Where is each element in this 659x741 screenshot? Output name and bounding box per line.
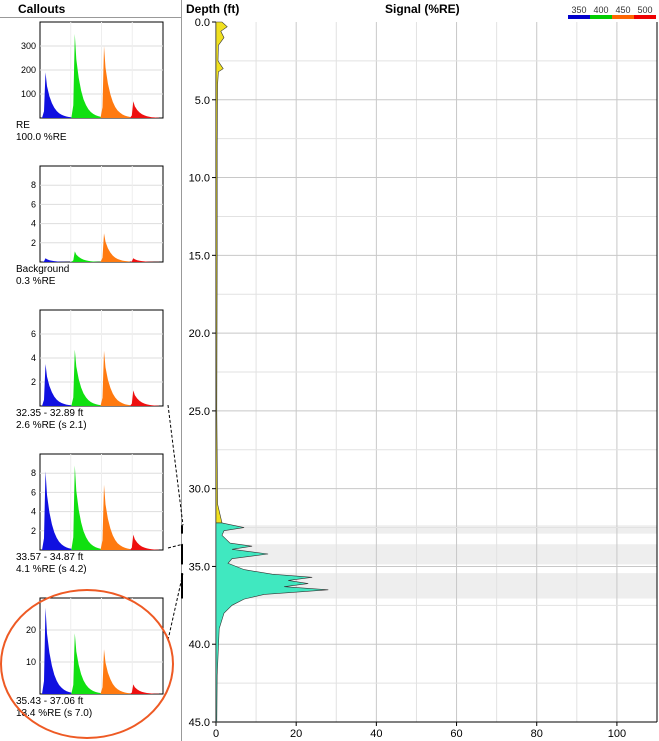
spectrum-chart: 100 200 300 bbox=[21, 21, 164, 119]
tick-label: 2 bbox=[31, 526, 36, 536]
callout-label: Background bbox=[16, 264, 70, 275]
y-tick-label: 40.0 bbox=[189, 639, 210, 651]
spectrum-band bbox=[71, 465, 101, 550]
tick-label: 6 bbox=[31, 199, 36, 209]
tick-label: 8 bbox=[31, 180, 36, 190]
spectrum-band bbox=[129, 534, 159, 550]
y-tick-label: 0.0 bbox=[195, 17, 210, 29]
spectrum-band bbox=[129, 390, 159, 406]
y-tick-label: 35.0 bbox=[189, 561, 210, 573]
callout-value: 100.0 %RE bbox=[16, 132, 67, 143]
signal-trace-lower bbox=[215, 522, 329, 723]
y-tick-label: 5.0 bbox=[195, 95, 210, 107]
spectrum-band bbox=[129, 101, 159, 118]
highlight-interval bbox=[216, 525, 657, 534]
legend-label: 450 bbox=[615, 5, 631, 15]
callout-value: 0.3 %RE bbox=[16, 276, 56, 287]
legend-label: 500 bbox=[637, 5, 653, 15]
legend-swatch bbox=[612, 15, 634, 19]
callouts-title: Callouts bbox=[18, 2, 66, 16]
callout-connector bbox=[167, 543, 184, 549]
spectrum-band bbox=[42, 72, 72, 118]
callout-connector bbox=[167, 573, 184, 641]
tick-label: 4 bbox=[31, 507, 36, 517]
y-tick-label: 15.0 bbox=[189, 250, 210, 262]
callout-value: 2.6 %RE (s 2.1) bbox=[16, 420, 87, 431]
callout-label: 32.35 - 32.89 ft bbox=[16, 408, 84, 419]
x-tick-label: 100 bbox=[608, 728, 626, 740]
spectrum-band bbox=[100, 233, 130, 262]
y-tick-label: 45.0 bbox=[189, 717, 210, 729]
tick-label: 100 bbox=[21, 89, 36, 99]
signal-trace-upper bbox=[215, 21, 228, 524]
callout-panel-re[interactable]: 100 200 300 RE 100.0 %RE bbox=[16, 20, 168, 144]
legend-swatch bbox=[634, 15, 656, 19]
spectrum-band bbox=[100, 350, 130, 406]
tick-label: 4 bbox=[31, 219, 36, 229]
y-tick-label: 10.0 bbox=[189, 173, 210, 185]
x-tick-label: 0 bbox=[213, 728, 219, 740]
highlight-ellipse bbox=[0, 589, 174, 739]
legend-swatch bbox=[568, 15, 590, 19]
spectrum-band bbox=[71, 34, 101, 118]
callout-label: 33.57 - 34.87 ft bbox=[16, 552, 84, 563]
tick-label: 2 bbox=[31, 238, 36, 248]
legend-label: 350 bbox=[571, 5, 587, 15]
x-tick-label: 80 bbox=[531, 728, 543, 740]
x-tick-label: 40 bbox=[370, 728, 382, 740]
spectrum-band bbox=[42, 364, 72, 406]
header-divider bbox=[0, 17, 181, 18]
spectrum-chart: 2 4 6 8 bbox=[31, 165, 164, 263]
callouts-panel-divider bbox=[181, 0, 182, 741]
tick-label: 8 bbox=[31, 468, 36, 478]
signal-axis-title: Signal (%RE) bbox=[385, 2, 460, 16]
callout-panel-interval-1[interactable]: 2 4 6 32.35 - 32.89 ft 2.6 %RE (s 2.1) bbox=[16, 308, 168, 432]
tick-label: 200 bbox=[21, 65, 36, 75]
tick-label: 300 bbox=[21, 41, 36, 51]
callout-panel-background[interactable]: 2 4 6 8 Background 0.3 %RE bbox=[16, 164, 168, 288]
callout-value: 4.1 %RE (s 4.2) bbox=[16, 564, 87, 575]
spectrum-band bbox=[42, 258, 72, 262]
wavelength-legend: 350 400 450 500 bbox=[568, 5, 656, 19]
tick-label: 6 bbox=[31, 487, 36, 497]
spectrum-band bbox=[71, 349, 101, 406]
tick-label: 4 bbox=[31, 353, 36, 363]
callout-label: RE bbox=[16, 120, 30, 131]
y-tick-label: 30.0 bbox=[189, 484, 210, 496]
callout-connector bbox=[167, 404, 184, 526]
x-tick-label: 20 bbox=[290, 728, 302, 740]
spectrum-band bbox=[100, 46, 130, 118]
tick-label: 6 bbox=[31, 329, 36, 339]
spectrum-band bbox=[129, 258, 159, 262]
tick-label: 2 bbox=[31, 377, 36, 387]
legend-swatch bbox=[590, 15, 612, 19]
spectrum-band bbox=[42, 471, 72, 550]
y-tick-label: 20.0 bbox=[189, 328, 210, 340]
spectrum-band bbox=[71, 251, 101, 262]
callout-panel-interval-2[interactable]: 2 4 6 8 33.57 - 34.87 ft 4.1 %RE (s 4.2) bbox=[16, 452, 168, 576]
spectrum-band bbox=[100, 484, 130, 550]
x-tick-label: 60 bbox=[450, 728, 462, 740]
spectrum-chart: 2 4 6 8 bbox=[31, 453, 164, 551]
depth-axis-title: Depth (ft) bbox=[186, 2, 240, 16]
y-tick-label: 25.0 bbox=[189, 406, 210, 418]
legend-label: 400 bbox=[593, 5, 609, 15]
highlight-interval bbox=[216, 544, 657, 565]
spectrum-chart: 2 4 6 bbox=[31, 309, 164, 407]
